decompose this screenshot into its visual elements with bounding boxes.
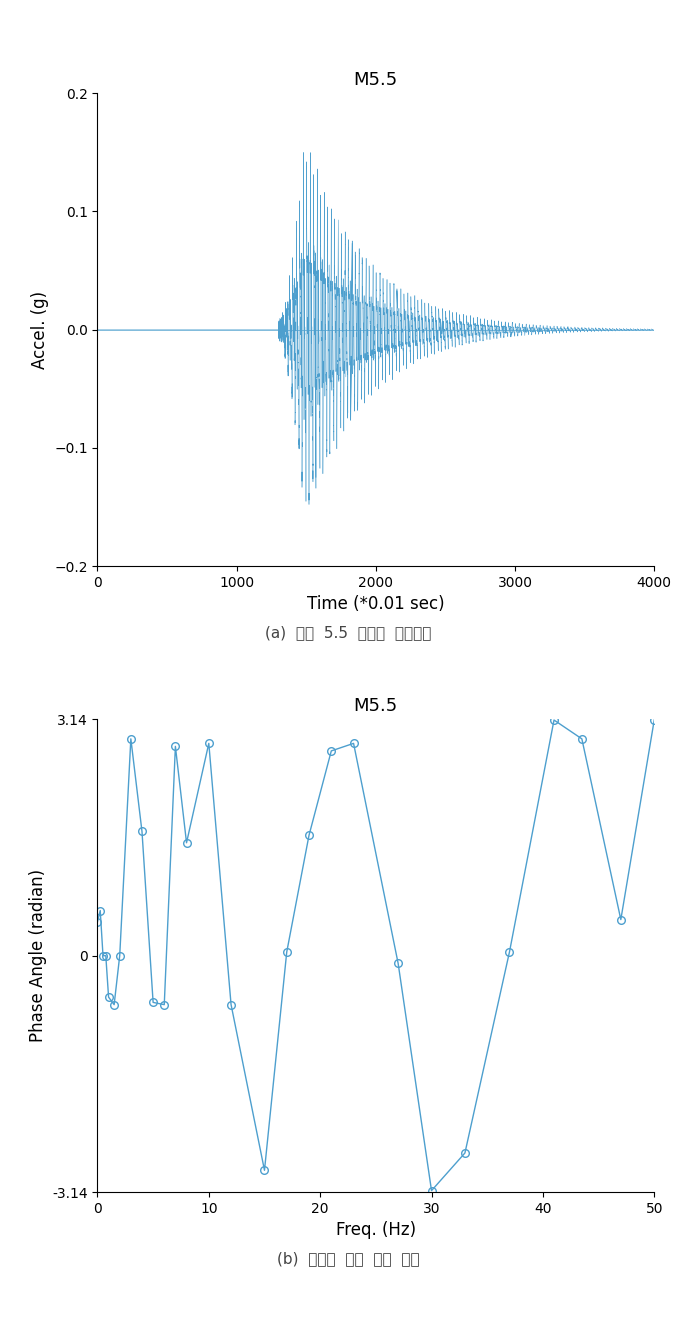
X-axis label: Freq. (Hz): Freq. (Hz) xyxy=(335,1221,416,1239)
Title: M5.5: M5.5 xyxy=(354,71,398,89)
Text: (a)  규모  5.5  지진파  시간이력: (a) 규모 5.5 지진파 시간이력 xyxy=(264,625,432,641)
Text: (b)  주파수  영역  위상  크기: (b) 주파수 영역 위상 크기 xyxy=(277,1251,419,1267)
X-axis label: Time (*0.01 sec): Time (*0.01 sec) xyxy=(307,595,445,613)
Y-axis label: Accel. (g): Accel. (g) xyxy=(31,290,49,369)
Y-axis label: Phase Angle (radian): Phase Angle (radian) xyxy=(29,870,47,1042)
Title: M5.5: M5.5 xyxy=(354,697,398,715)
